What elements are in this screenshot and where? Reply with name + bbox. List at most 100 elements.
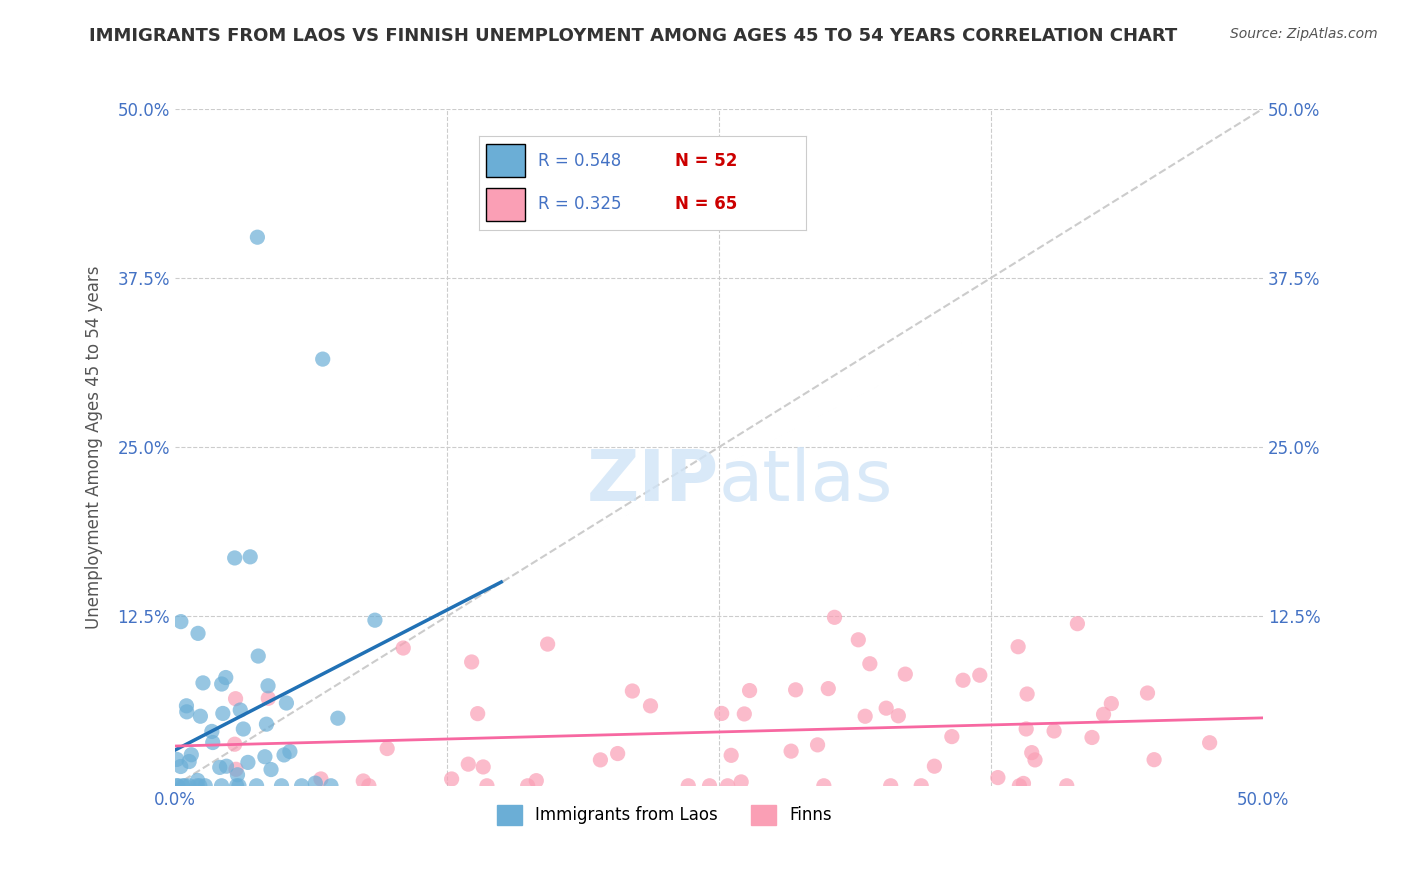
Point [179,755,201,769]
Point [738,683,761,698]
Point [1143,753,1166,767]
Point [710,706,733,721]
Point [730,775,752,789]
Point [176,705,198,719]
Point [717,779,740,793]
Point [440,772,463,786]
Point [806,738,828,752]
Point [245,779,267,793]
Point [1017,687,1039,701]
Point [859,657,882,671]
Point [187,773,209,788]
Point [475,779,498,793]
Point [226,768,249,782]
Point [375,741,398,756]
Point [392,640,415,655]
Text: ZIP: ZIP [586,447,718,516]
Point [312,352,335,367]
Point [180,747,202,762]
Point [208,760,231,774]
Point [224,551,246,566]
Point [201,724,224,739]
Point [516,779,538,793]
Point [536,637,558,651]
Point [357,779,380,793]
Point [817,681,839,696]
Point [166,779,188,793]
Point [606,747,628,761]
Point [170,759,193,773]
Point [352,774,374,789]
Point [177,779,200,793]
Point [785,682,807,697]
Point [211,706,233,721]
Point [173,779,195,793]
Point [215,671,238,685]
Point [1056,779,1078,793]
Point [273,747,295,762]
Point [187,626,209,640]
Point [194,779,217,793]
Point [1015,722,1038,736]
Y-axis label: Unemployment Among Ages 45 to 54 years: Unemployment Among Ages 45 to 54 years [86,266,103,629]
Point [224,737,246,751]
Point [924,759,946,773]
Point [256,717,278,731]
Point [1081,731,1104,745]
Text: Source: ZipAtlas.com: Source: ZipAtlas.com [1230,27,1378,41]
Point [257,691,280,706]
Point [188,779,211,793]
Point [270,779,292,793]
Point [319,779,342,793]
Point [228,779,250,793]
Text: atlas: atlas [718,447,893,516]
Point [191,676,214,690]
Point [969,668,991,682]
Point [246,230,269,244]
Point [247,648,270,663]
Point [1043,723,1066,738]
Point [1021,746,1043,760]
Legend: Immigrants from Laos, Finns: Immigrants from Laos, Finns [491,798,839,831]
Point [186,779,208,793]
Point [201,735,224,749]
Point [232,722,254,736]
Point [780,744,803,758]
Point [846,632,869,647]
Point [172,779,194,793]
Point [278,744,301,758]
Point [211,779,233,793]
Point [824,610,846,624]
Point [720,748,742,763]
Point [879,779,901,793]
Point [952,673,974,688]
Point [257,679,280,693]
Point [1066,616,1088,631]
Point [1007,640,1029,654]
Point [253,749,276,764]
Point [225,762,247,776]
Point [640,698,662,713]
Point [166,752,188,766]
Text: IMMIGRANTS FROM LAOS VS FINNISH UNEMPLOYMENT AMONG AGES 45 TO 54 YEARS CORRELATI: IMMIGRANTS FROM LAOS VS FINNISH UNEMPLOY… [89,27,1177,45]
Point [875,701,897,715]
Point [190,709,212,723]
Point [215,759,238,773]
Point [813,779,835,793]
Point [326,711,349,725]
Point [1008,779,1031,793]
Point [910,779,932,793]
Point [1024,753,1046,767]
Point [291,779,314,793]
Point [941,730,963,744]
Point [176,698,198,713]
Point [621,684,644,698]
Point [225,779,247,793]
Point [589,753,612,767]
Point [1012,776,1035,790]
Point [987,771,1010,785]
Point [170,615,193,629]
Point [894,667,917,681]
Point [853,709,876,723]
Point [1198,736,1220,750]
